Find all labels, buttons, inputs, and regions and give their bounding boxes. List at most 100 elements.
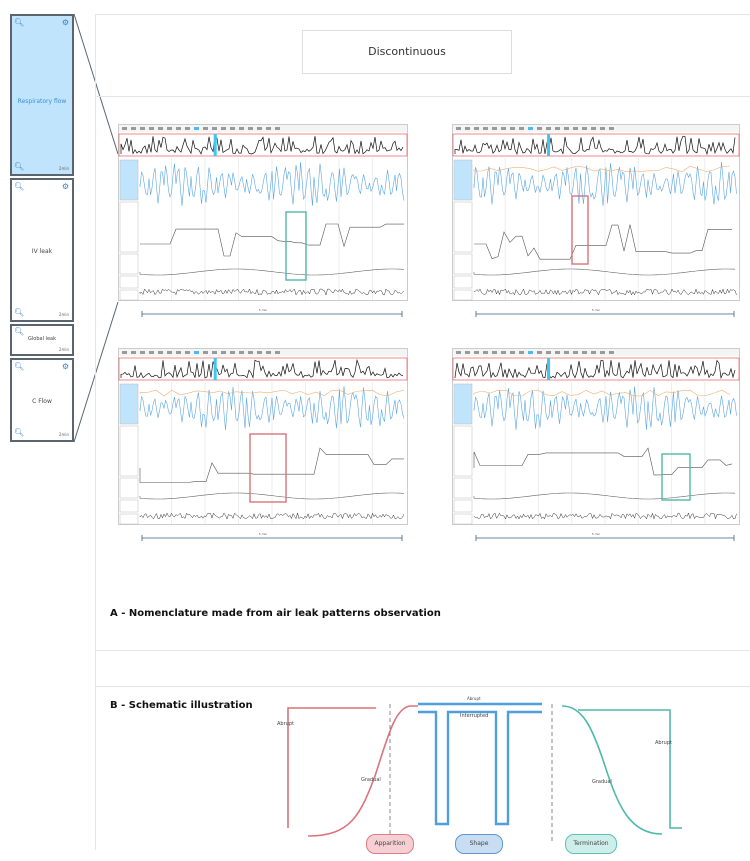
- toolbar-icon: [122, 351, 127, 354]
- toolbar-icon: [248, 127, 253, 130]
- toolbar-icon: [239, 351, 244, 354]
- sidebar-scale: 2min: [58, 166, 69, 171]
- channel-label-box: [119, 159, 139, 201]
- channel-label-box: [119, 425, 139, 477]
- toolbar-icon: [212, 127, 217, 130]
- toolbar-icon: [492, 351, 497, 354]
- channel-label-box: [119, 289, 139, 301]
- toolbar-icon: [501, 127, 506, 130]
- reference-trace: [473, 389, 731, 397]
- interrupted-shape-line: [418, 710, 542, 826]
- reference-trace: [473, 165, 731, 173]
- zoom-in-icon[interactable]: 🔍︎: [14, 18, 25, 27]
- overview-cursor: [213, 358, 217, 380]
- settings-icon[interactable]: ⚙: [61, 362, 69, 371]
- page-title: Discontinuous: [368, 45, 446, 58]
- pill-label: Apparition: [374, 840, 406, 847]
- toolbar-icon: [465, 351, 470, 354]
- overview-trace: [120, 358, 404, 379]
- termination-curves: [561, 705, 682, 835]
- leak-trace: [473, 447, 733, 476]
- global-leak-trace: [139, 268, 405, 276]
- divider: [95, 14, 750, 15]
- toolbar-icon: [176, 351, 181, 354]
- settings-icon[interactable]: ⚙: [61, 18, 69, 27]
- toolbar-icon: [203, 127, 208, 130]
- toolbar-icon: [528, 127, 533, 130]
- toolbar-icon: [600, 127, 605, 130]
- abrupt-termination-line: [578, 709, 682, 829]
- scale-bar-label: 5 min: [589, 532, 603, 536]
- toolbar-icon: [573, 351, 578, 354]
- toolbar-icon: [122, 127, 127, 130]
- toolbar-icon: [149, 127, 154, 130]
- toolbar-icon: [131, 351, 136, 354]
- sidebar-item-iv-leak[interactable]: 🔍︎ ⚙ IV leak 🔍︎ 2min: [10, 178, 74, 322]
- pill-label: Termination: [573, 840, 609, 847]
- leak-trace: [139, 447, 404, 483]
- channel-label-box: [119, 499, 139, 513]
- sidebar-item-respiratory-flow[interactable]: 🔍︎ ⚙ Respiratory flow 🔍︎ 2min: [10, 14, 74, 176]
- gradual-termination-line: [561, 705, 663, 835]
- toolbar-icon: [185, 351, 190, 354]
- respiratory-flow-trace: [139, 386, 405, 431]
- toolbar-icon: [555, 127, 560, 130]
- c-flow-trace: [473, 512, 737, 520]
- divider: [95, 96, 750, 97]
- zoom-in-icon[interactable]: 🔍︎: [14, 182, 25, 191]
- channel-label-box: [453, 383, 473, 425]
- toolbar-icon: [600, 351, 605, 354]
- toolbar-icon: [194, 351, 199, 354]
- toolbar-icon: [573, 127, 578, 130]
- toolbar-icon: [230, 351, 235, 354]
- plot-toolbar: [119, 349, 407, 356]
- zoom-in-icon[interactable]: 🔍︎: [14, 362, 25, 371]
- sidebar-item-c-flow[interactable]: 🔍︎ ⚙ C Flow 🔍︎ 2min: [10, 358, 74, 442]
- c-flow-trace: [139, 512, 405, 520]
- toolbar-icon: [546, 351, 551, 354]
- zoom-out-icon[interactable]: 🔍︎: [14, 308, 25, 317]
- schematic-illustration: [287, 702, 682, 844]
- zoom-out-icon[interactable]: 🔍︎: [14, 428, 25, 437]
- highlight-box: [249, 433, 287, 503]
- overview-cursor: [547, 358, 551, 380]
- overview-cursor: [213, 134, 217, 156]
- divider: [95, 650, 750, 651]
- toolbar-icon: [158, 351, 163, 354]
- leak-trace: [474, 224, 732, 260]
- toolbar-icon: [275, 127, 280, 130]
- toolbar-icon: [140, 127, 145, 130]
- label-abrupt-shape: Abrupt: [467, 696, 481, 701]
- channel-label-box: [119, 383, 139, 425]
- channel-label-box: [453, 159, 473, 201]
- channel-label-box: [453, 477, 473, 499]
- scale-bar-label: 5 min: [589, 308, 603, 312]
- apparition-curves: [287, 705, 418, 837]
- sidebar-item-global-leak[interactable]: 🔍︎ Global leak 2min: [10, 324, 74, 356]
- sidebar-item-label: C Flow: [32, 398, 52, 405]
- scale-bar-label: 5 min: [256, 532, 270, 536]
- respiratory-flow-trace: [473, 162, 737, 206]
- pill-label: Shape: [469, 840, 489, 847]
- shape-curves: [418, 702, 542, 826]
- toolbar-icon: [564, 127, 569, 130]
- toolbar-icon: [203, 351, 208, 354]
- channel-label-box: [119, 201, 139, 253]
- highlight-box: [285, 211, 307, 281]
- zoom-in-icon[interactable]: 🔍︎: [14, 327, 25, 336]
- settings-icon[interactable]: ⚙: [61, 182, 69, 191]
- toolbar-icon: [167, 127, 172, 130]
- pill-apparition: Apparition: [366, 834, 414, 854]
- recording-plot: [118, 348, 408, 541]
- overview-band: [118, 357, 408, 381]
- label-gradual-termination: Gradual: [592, 779, 612, 785]
- recording-panel: 5 min: [118, 348, 408, 548]
- sidebar-scale: 2min: [58, 432, 69, 437]
- respiratory-flow-trace: [139, 162, 405, 207]
- toolbar-icon: [537, 127, 542, 130]
- zoom-out-icon[interactable]: 🔍︎: [14, 162, 25, 171]
- toolbar-icon: [131, 127, 136, 130]
- toolbar-icon: [501, 351, 506, 354]
- toolbar-icon: [266, 351, 271, 354]
- recording-plot: [118, 124, 408, 317]
